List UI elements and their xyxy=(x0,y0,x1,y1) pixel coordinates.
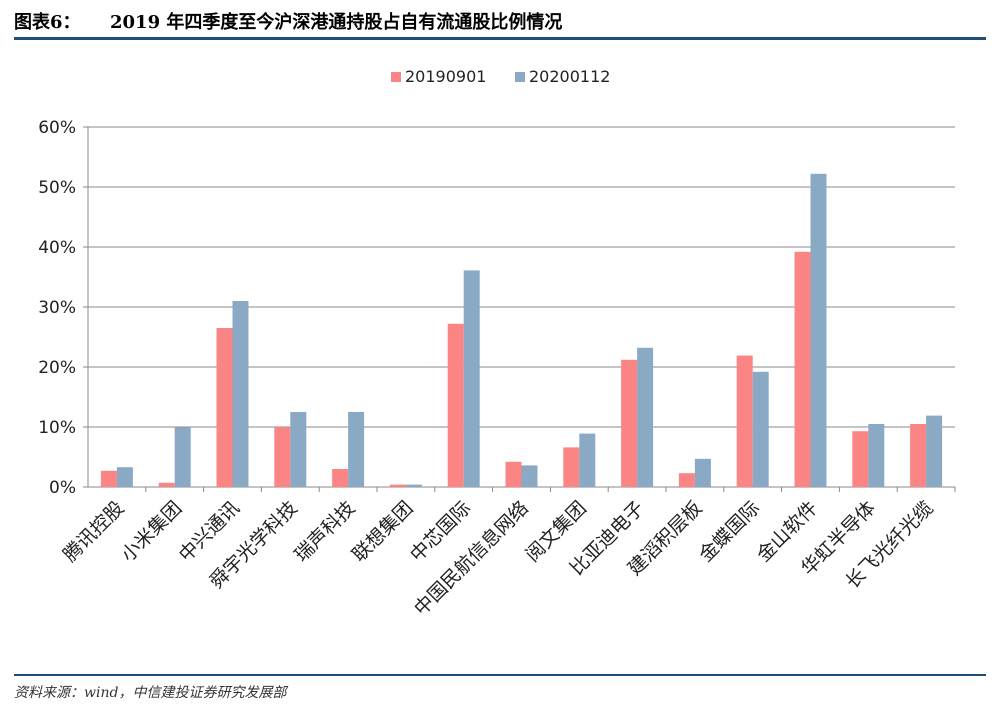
legend-label: 20200112 xyxy=(529,67,610,86)
bar-20190901 xyxy=(852,431,869,487)
bar-20200112 xyxy=(463,270,480,487)
bar-20200112 xyxy=(637,347,654,487)
y-tick-label: 0% xyxy=(49,478,76,498)
bar-20200112 xyxy=(579,433,596,487)
category-label: 联想集团 xyxy=(348,497,417,566)
bar-20190901 xyxy=(389,484,406,487)
figure-label: 图表6： xyxy=(14,12,81,33)
y-tick-label: 50% xyxy=(38,178,76,198)
bar-20190901 xyxy=(563,447,580,487)
legend-label: 20190901 xyxy=(405,67,486,86)
bar-20200112 xyxy=(868,424,885,487)
bar-20200112 xyxy=(810,173,827,488)
bar-20200112 xyxy=(752,371,769,487)
bar-chart: 0%10%20%30%40%50%60%腾讯控股小米集团中兴通讯舜宇光学科技瑞声… xyxy=(38,67,956,620)
y-tick-label: 30% xyxy=(38,298,76,318)
bar-20200112 xyxy=(174,427,191,487)
bar-20190901 xyxy=(910,424,927,487)
figure-header: 图表6： 2019 年四季度至今沪深港通持股占自有流通股比例情况 xyxy=(14,6,986,36)
bar-20190901 xyxy=(621,359,638,487)
bar-20190901 xyxy=(158,482,175,487)
legend-swatch xyxy=(515,72,525,82)
bar-20190901 xyxy=(100,470,117,487)
bar-20190901 xyxy=(678,473,695,487)
category-label: 小米集团 xyxy=(117,497,186,566)
bar-20190901 xyxy=(216,328,233,487)
y-tick-label: 60% xyxy=(38,118,76,138)
category-label: 瑞声科技 xyxy=(290,497,359,566)
bar-20190901 xyxy=(332,469,349,487)
bar-20200112 xyxy=(290,412,307,487)
bar-20200112 xyxy=(521,465,538,487)
y-tick-label: 40% xyxy=(38,238,76,258)
footer-rule xyxy=(14,674,986,676)
legend-swatch xyxy=(391,72,401,82)
header-rule xyxy=(14,37,986,40)
figure-title: 2019 年四季度至今沪深港通持股占自有流通股比例情况 xyxy=(110,12,563,33)
bar-20190901 xyxy=(736,355,753,487)
bar-20200112 xyxy=(232,301,249,487)
category-label: 腾讯控股 xyxy=(59,497,128,566)
y-tick-label: 20% xyxy=(38,358,76,378)
bar-20190901 xyxy=(505,461,522,487)
bar-20200112 xyxy=(694,458,711,487)
bar-20200112 xyxy=(926,415,943,487)
bar-20200112 xyxy=(405,484,422,487)
bar-20200112 xyxy=(348,412,365,487)
bar-20190901 xyxy=(447,323,464,487)
y-tick-label: 10% xyxy=(38,418,76,438)
bar-20190901 xyxy=(794,251,811,487)
bar-20190901 xyxy=(274,427,291,487)
bar-20200112 xyxy=(116,467,133,487)
category-label: 金蝶国际 xyxy=(695,497,764,566)
source-note: 资料来源：wind，中信建投证券研究发展部 xyxy=(14,685,287,701)
